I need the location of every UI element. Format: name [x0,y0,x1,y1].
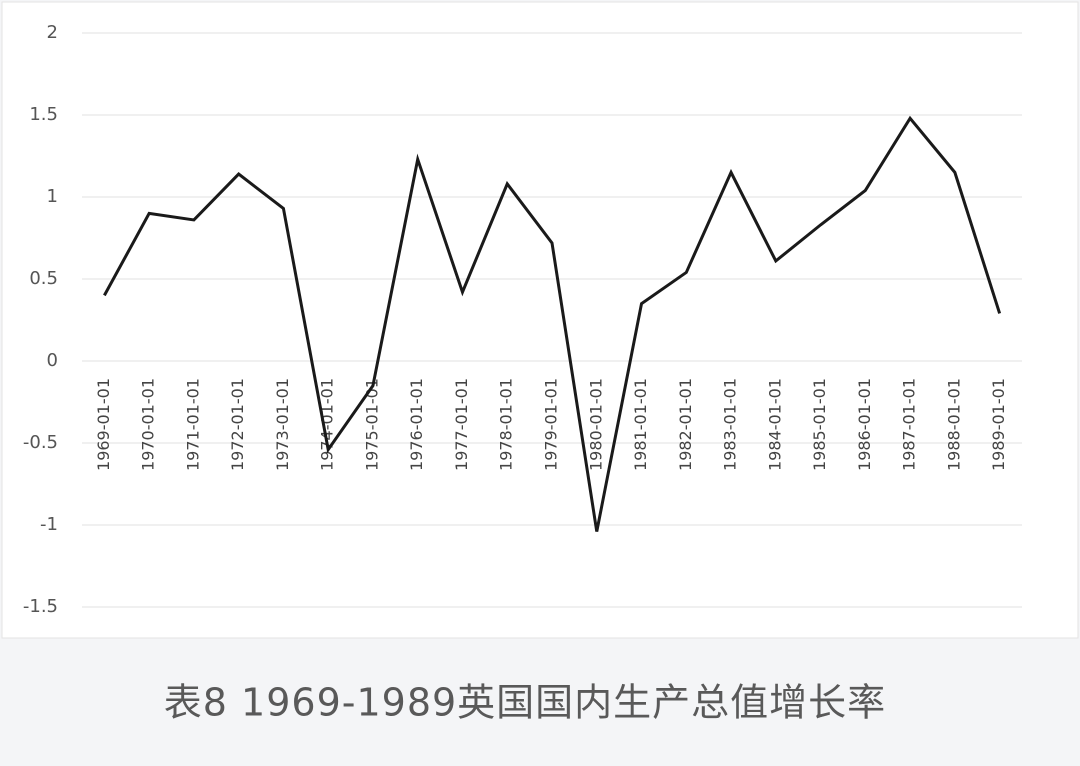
y-tick-label: 0 [47,350,58,371]
x-tick-label: 1981-01-01 [631,378,650,471]
x-tick-label: 1974-01-01 [318,378,337,471]
x-tick-label: 1980-01-01 [586,378,605,471]
x-tick-label: 1973-01-01 [273,378,292,471]
x-tick-label: 1982-01-01 [676,378,695,471]
x-tick-label: 1985-01-01 [810,378,829,471]
y-tick-label: 0.5 [29,268,58,289]
x-tick-label: 1988-01-01 [944,378,963,471]
x-tick-label: 1976-01-01 [407,378,426,471]
y-tick-label: 2 [47,22,58,43]
x-tick-label: 1970-01-01 [139,378,158,471]
x-tick-label: 1978-01-01 [497,378,516,471]
x-tick-label: 1969-01-01 [94,378,113,471]
chart-title: 表8 1969-1989英国国内生产总值增长率 [164,681,886,725]
x-tick-label: 1977-01-01 [452,378,471,471]
x-tick-label: 1979-01-01 [542,378,561,471]
x-tick-label: 1986-01-01 [855,378,874,471]
y-tick-label: 1 [47,186,58,207]
y-tick-label: 1.5 [29,104,58,125]
x-tick-label: 1983-01-01 [721,378,740,471]
y-tick-label: -1 [40,514,58,535]
x-tick-label: 1987-01-01 [900,378,919,471]
y-tick-label: -0.5 [23,432,58,453]
x-tick-label: 1972-01-01 [228,378,247,471]
x-tick-label: 1984-01-01 [765,378,784,471]
x-tick-label: 1989-01-01 [989,378,1008,471]
y-tick-label: -1.5 [23,596,58,617]
data-line [103,115,1002,532]
x-tick-label: 1975-01-01 [362,378,381,471]
x-tick-label: 1971-01-01 [183,378,202,471]
plot-panel [1,1,1079,639]
